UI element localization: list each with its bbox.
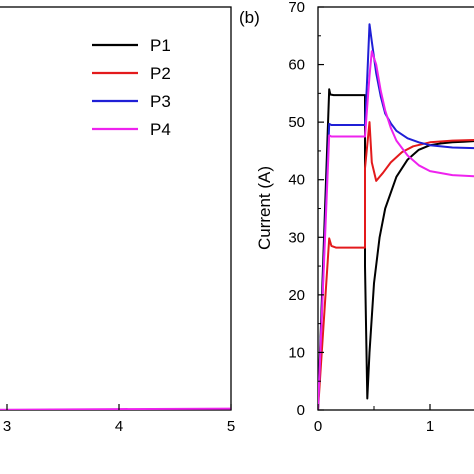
panel-a-series-group — [0, 407, 231, 410]
panel-b-y-axis-label: Current (A) — [255, 166, 274, 250]
panel-b-x-tick-label: 0 — [314, 418, 322, 435]
panel-b-x-tick-label: 1 — [426, 418, 434, 435]
panel-b-label: (b) — [239, 8, 260, 27]
legend-label: P2 — [150, 64, 171, 83]
legend-label: P1 — [150, 36, 171, 55]
panel-a-x-tick-label: 4 — [115, 418, 123, 435]
legend-label: P4 — [150, 120, 171, 139]
panel-a-x-tick-label: 5 — [227, 418, 235, 435]
panel-b-y-ticks: 0 10 20 30 40 50 60 70 — [288, 0, 324, 419]
legend: P1 P2 P3 P4 — [92, 36, 171, 139]
panel-b-plot-frame — [317, 6, 474, 411]
panel-b-series-p1 — [318, 88, 474, 410]
panel-b-series-p2 — [318, 121, 474, 410]
panel-b-series-group — [318, 23, 474, 410]
panel-a-x-ticks: 3 4 5 — [3, 404, 235, 435]
panel-b-y-tick-label: 30 — [288, 229, 305, 246]
panel-b-y-tick-label: 10 — [288, 344, 305, 361]
panel-a-series-line — [0, 407, 231, 410]
panel-a-x-tick-label: 3 — [3, 418, 11, 435]
panel-b-y-tick-label: 70 — [288, 0, 305, 16]
legend-label: P3 — [150, 92, 171, 111]
panel-b-y-tick-label: 0 — [297, 402, 305, 419]
panel-b-series-p3 — [318, 23, 474, 410]
panel-b-series-p4 — [318, 50, 474, 410]
panel-b-y-tick-label: 60 — [288, 57, 305, 74]
panel-a: 3 4 5 P1 P2 P3 P4 — [0, 6, 235, 435]
panel-b-y-tick-label: 40 — [288, 172, 305, 189]
panel-a-plot-frame — [0, 6, 232, 411]
panel-b-y-tick-label: 20 — [288, 287, 305, 304]
panel-b-y-tick-label: 50 — [288, 114, 305, 131]
